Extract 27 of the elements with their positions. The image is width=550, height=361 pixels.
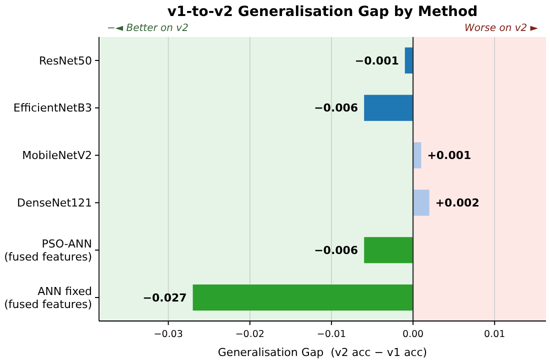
bar	[192, 284, 414, 311]
data-label: +0.002	[435, 196, 480, 210]
bar	[413, 190, 430, 216]
y-tick-label: EfficientNetB3	[13, 102, 92, 115]
bar	[413, 142, 422, 168]
data-label: +0.001	[427, 149, 472, 162]
band-label: −◄ Better on v2	[107, 23, 188, 34]
y-tick-label: PSO-ANN (fused features)	[4, 237, 92, 264]
y-tick-label: DenseNet121	[16, 196, 92, 210]
x-tick-label: −0.01	[316, 329, 346, 340]
data-label: −0.027	[142, 291, 187, 304]
x-axis-title: Generalisation Gap (v2 acc − v1 acc)	[218, 346, 428, 359]
y-tick-label: ANN fixed (fused features)	[4, 284, 92, 311]
bar	[404, 47, 414, 74]
data-label: −0.006	[314, 244, 358, 257]
chart-title: v1-to-v2 Generalisation Gap by Method	[167, 4, 478, 20]
y-tick-label: ResNet50	[39, 54, 92, 68]
x-tick-label: 0.01	[484, 329, 506, 340]
data-label: −0.001	[354, 54, 399, 68]
bar	[364, 237, 414, 264]
data-label: −0.006	[314, 102, 358, 115]
band-label: Worse on v2 ►	[464, 23, 538, 34]
x-tick-label: 0.00	[402, 329, 424, 340]
bar	[364, 94, 414, 121]
x-tick-label: −0.03	[154, 329, 183, 340]
x-tick-label: −0.02	[235, 329, 264, 340]
y-tick-label: MobileNetV2	[22, 149, 92, 162]
